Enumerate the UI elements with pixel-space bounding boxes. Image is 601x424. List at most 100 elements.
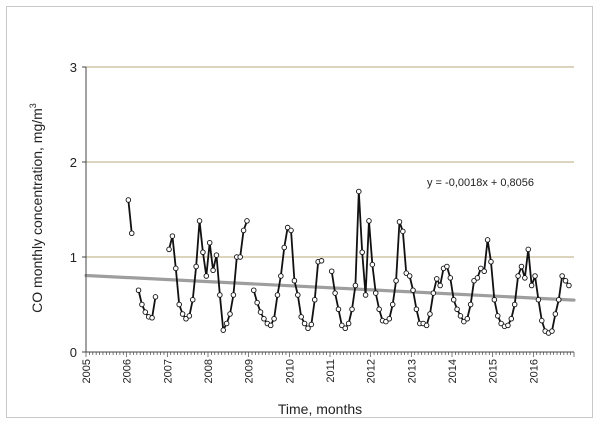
data-point xyxy=(566,282,572,289)
data-point xyxy=(288,227,294,234)
data-point xyxy=(454,306,460,313)
data-point xyxy=(495,313,501,319)
data-point xyxy=(281,244,288,251)
data-point xyxy=(491,297,498,303)
data-point xyxy=(254,299,260,306)
series-line xyxy=(127,199,133,234)
data-point xyxy=(366,218,372,224)
data-point xyxy=(406,273,413,279)
x-tick-label: 2006 xyxy=(122,359,134,383)
series-line xyxy=(252,226,322,330)
data-point xyxy=(206,239,213,246)
data-point xyxy=(250,287,257,294)
data-point xyxy=(257,309,264,315)
data-point xyxy=(400,228,406,235)
data-point xyxy=(220,327,226,333)
data-point xyxy=(434,276,440,282)
data-point xyxy=(335,306,342,313)
x-tick-label: 2011 xyxy=(325,359,337,383)
data-point xyxy=(403,270,410,276)
data-point xyxy=(498,320,504,327)
data-point xyxy=(559,273,565,279)
data-point xyxy=(525,246,532,253)
x-tick-label: 2013 xyxy=(406,359,418,383)
chart-frame xyxy=(6,6,593,418)
data-point xyxy=(339,322,345,329)
y-tick-label: 1 xyxy=(70,250,77,265)
data-point xyxy=(291,278,298,284)
data-point xyxy=(505,322,511,329)
data-point xyxy=(332,290,338,296)
y-tick-labels: 0 1 2 3 xyxy=(70,60,77,360)
data-point xyxy=(474,275,481,281)
data-point xyxy=(373,290,379,296)
data-point xyxy=(230,292,237,298)
data-point xyxy=(444,263,450,270)
data-point xyxy=(227,311,233,317)
data-point xyxy=(196,218,203,224)
x-tick-label: 2015 xyxy=(488,359,500,383)
data-point xyxy=(369,261,376,268)
grid-lines xyxy=(86,66,574,258)
data-point xyxy=(244,218,250,224)
data-point xyxy=(562,278,569,284)
data-point xyxy=(461,318,467,325)
data-point xyxy=(389,301,396,308)
y-axis-label-superscript: 3 xyxy=(28,103,38,108)
trendline xyxy=(84,273,576,302)
data-point xyxy=(518,263,525,270)
data-point xyxy=(464,316,471,322)
data-point xyxy=(511,301,518,308)
x-axis-label: Time, months xyxy=(278,401,362,417)
data-point xyxy=(515,273,521,279)
data-point xyxy=(169,233,176,239)
data-point xyxy=(423,322,430,329)
x-tick-label: 2005 xyxy=(81,359,93,383)
data-point xyxy=(484,237,491,243)
data-point xyxy=(396,219,403,225)
y-axis-label-main: CO monthly concentration, mg/m xyxy=(29,108,45,313)
x-tick-label: 2014 xyxy=(447,359,459,383)
data-point xyxy=(200,249,206,255)
data-point xyxy=(240,227,247,234)
data-point xyxy=(356,188,362,195)
data-point xyxy=(328,268,335,275)
data-point xyxy=(427,311,433,317)
axes xyxy=(82,66,575,357)
data-point xyxy=(471,278,477,284)
data-point xyxy=(488,259,494,265)
data-point xyxy=(173,265,179,272)
data-point xyxy=(152,294,159,300)
x-tick-label: 2009 xyxy=(244,359,256,383)
data-point xyxy=(189,297,196,303)
data-point xyxy=(552,311,559,317)
x-tick-label: 2007 xyxy=(162,359,174,383)
data-point xyxy=(183,316,189,322)
data-point xyxy=(179,311,186,317)
data-point xyxy=(532,273,538,279)
data-point xyxy=(298,314,304,320)
data-point xyxy=(166,246,172,253)
data-point xyxy=(176,301,182,308)
data-point xyxy=(386,316,393,322)
data-point xyxy=(217,292,223,298)
data-point xyxy=(295,292,301,298)
data-point xyxy=(278,273,284,279)
series-layer xyxy=(125,188,572,336)
data-point xyxy=(393,278,399,284)
data-point xyxy=(267,322,274,329)
data-point xyxy=(362,292,369,298)
x-tick-label: 2008 xyxy=(203,359,215,383)
data-point xyxy=(318,258,325,264)
data-point xyxy=(261,316,267,322)
trendline-equation: y = -0,0018x + 0,8056 xyxy=(427,177,534,189)
data-point xyxy=(223,320,230,327)
data-point xyxy=(556,297,562,303)
x-tick-labels: 2005 2006 2007 2008 2009 2010 2011 2012 2013 2014… xyxy=(81,359,540,383)
data-point xyxy=(430,290,437,296)
series-line xyxy=(330,190,570,334)
data-point xyxy=(352,282,359,289)
data-point xyxy=(450,297,457,303)
data-point xyxy=(308,321,315,328)
